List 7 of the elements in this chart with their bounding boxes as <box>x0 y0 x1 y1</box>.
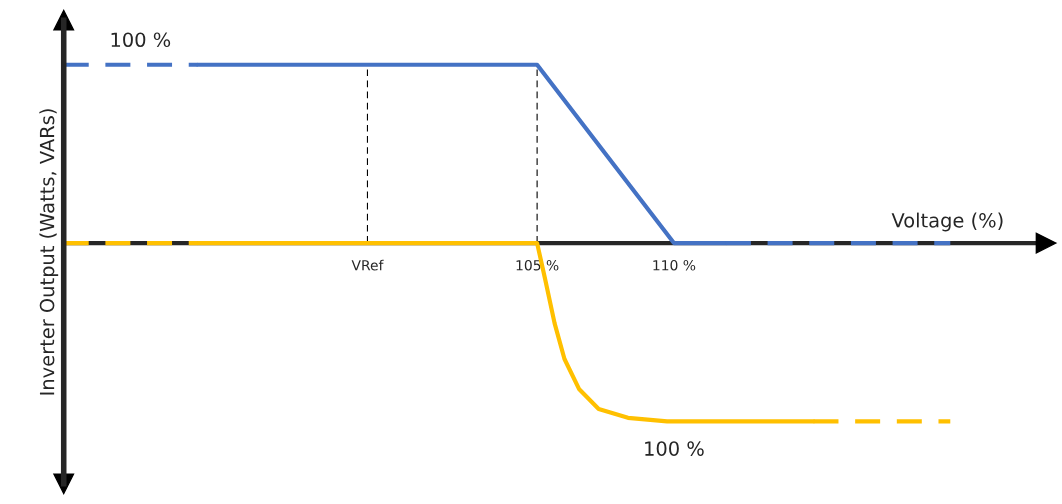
x-tick-label: 105 % <box>516 259 559 271</box>
y-axis-title: Inverter Output (Watts, VARs) <box>39 109 59 395</box>
x-axis-title: Voltage (%) <box>891 212 1003 232</box>
x-tick-label: 110 % <box>653 259 696 271</box>
x-tick-label: VRef <box>351 259 384 271</box>
annotation: 100 % <box>645 441 704 456</box>
annotation: 100 % <box>111 32 171 48</box>
